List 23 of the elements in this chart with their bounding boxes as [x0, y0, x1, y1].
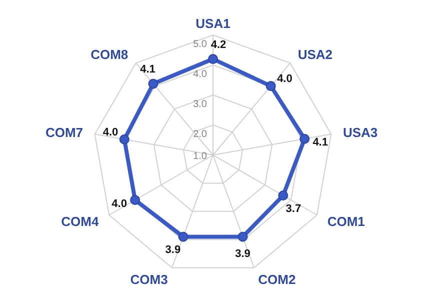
text: 4.1: [140, 64, 156, 76]
spoke-label: COM1: [327, 214, 365, 229]
spoke-label: COM4: [61, 214, 100, 229]
y-tick-label: 3.0: [193, 99, 208, 110]
text: 3.9: [165, 244, 181, 256]
spoke-label: USA2: [298, 46, 333, 62]
text: 4.2: [210, 38, 226, 51]
text: 4.0: [277, 73, 292, 86]
y-tick-label: 4.0: [193, 69, 208, 80]
text: 4.0: [112, 198, 127, 210]
text: 3.7: [286, 202, 302, 215]
spoke-label: USA3: [342, 125, 378, 140]
spoke-label: USA1: [196, 16, 230, 31]
text: 4.0: [102, 126, 118, 138]
spoke-label: COM2: [258, 272, 296, 288]
y-tick-label: 1.0: [193, 151, 208, 162]
spoke-label: COM3: [130, 272, 168, 288]
spoke-label: COM8: [90, 46, 128, 62]
y-tick-label: 2.0: [193, 129, 208, 140]
y-tick-label: 5.0: [193, 39, 208, 50]
text: 4.1: [312, 136, 328, 149]
spoke-label: COM7: [45, 125, 84, 140]
text: 3.9: [235, 248, 250, 260]
